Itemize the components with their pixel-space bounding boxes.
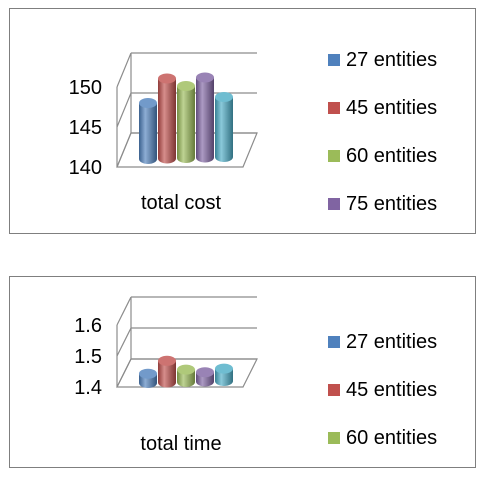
chart-floor (116, 132, 258, 168)
gridline-side (116, 52, 132, 88)
bar-1 (139, 368, 157, 388)
chart-panel-total-cost: 140 145 150 total cost 27 entities 45 entiti… (9, 8, 476, 234)
chart-legend-total-cost: 27 entities 45 entities 60 entities 75 enti… (328, 36, 437, 228)
chart-2-geometry (116, 296, 258, 388)
y-tick-label: 150 (69, 77, 102, 99)
chart-plot-total-time: 1.4 1.5 1.6 total time (74, 296, 258, 455)
bar-5 (215, 363, 233, 386)
bar-3 (177, 81, 195, 163)
bar-5 (215, 92, 233, 162)
gridline-side (116, 327, 132, 357)
legend-label: 75 entities (346, 192, 438, 215)
x-category-label: total time (140, 433, 221, 455)
bar-4 (196, 72, 214, 163)
gridline-side (116, 296, 132, 326)
y-tick-label: 145 (69, 117, 102, 139)
legend-swatch (328, 384, 340, 396)
legend-item-3: 60 entities (328, 414, 437, 462)
chart-legend-total-time: 27 entities 45 entities 60 entities (328, 318, 437, 462)
y-tick-label: 1.4 (74, 377, 102, 399)
legend-label: 60 entities (346, 426, 438, 449)
legend-item-2: 45 entities (328, 84, 437, 132)
y-tick-label: 140 (69, 157, 102, 179)
legend-item-4: 75 entities (328, 180, 437, 228)
legend-swatch (328, 432, 340, 444)
legend-label: 45 entities (346, 378, 438, 401)
legend-swatch (328, 198, 340, 210)
y-tick-label: 1.6 (74, 315, 102, 337)
chart-floor (116, 358, 258, 388)
chart-1-geometry (116, 52, 258, 168)
legend-swatch (328, 336, 340, 348)
x-category-label: total cost (141, 192, 221, 214)
gridline-side (116, 92, 132, 128)
legend-label: 27 entities (346, 330, 438, 353)
legend-label: 27 entities (346, 48, 438, 71)
legend-swatch (328, 102, 340, 114)
chart-panel-total-time: 1.4 1.5 1.6 total time 27 entities 45 entiti… (9, 276, 476, 468)
legend-item-1: 27 entities (328, 36, 437, 84)
legend-swatch (328, 54, 340, 66)
legend-item-2: 45 entities (328, 366, 437, 414)
legend-label: 60 entities (346, 144, 438, 167)
bar-2 (158, 355, 176, 388)
legend-item-1: 27 entities (328, 318, 437, 366)
bar-4 (196, 367, 214, 387)
y-tick-label: 1.5 (74, 346, 102, 368)
bar-1 (139, 98, 157, 164)
legend-swatch (328, 150, 340, 162)
bar-3 (177, 364, 195, 387)
legend-item-3: 60 entities (328, 132, 437, 180)
chart-plot-total-cost: 140 145 150 total cost (69, 52, 258, 214)
bar-2 (158, 73, 176, 164)
legend-label: 45 entities (346, 96, 438, 119)
